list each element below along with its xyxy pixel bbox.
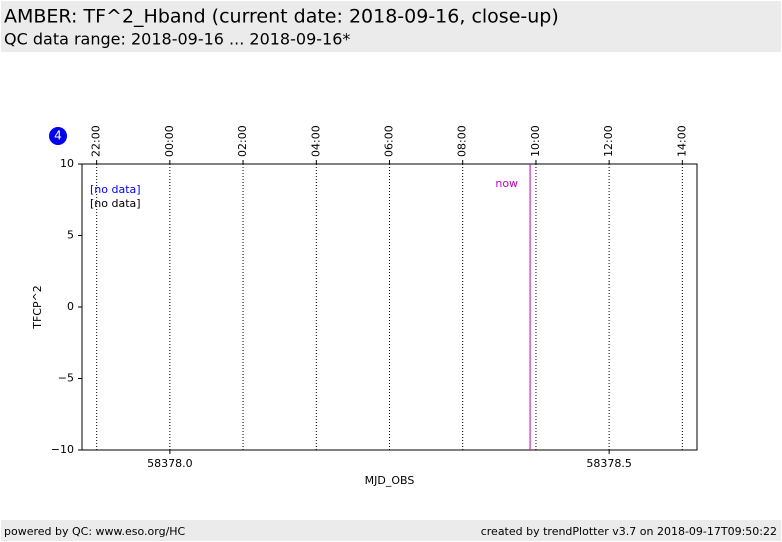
x-tick-label: 58378.5 (586, 457, 632, 470)
annotation: [no data] (90, 197, 141, 210)
x2-tick-label: 08:00 (456, 125, 469, 157)
x-tick-label: 58378.0 (147, 457, 193, 470)
x2-tick-label: 06:00 (383, 125, 396, 157)
footer-right: created by trendPlotter v3.7 on 2018-09-… (481, 525, 777, 538)
y-axis-label: TFCP^2 (31, 285, 44, 330)
header-band (1, 1, 781, 52)
y-tick-label: −10 (51, 443, 74, 456)
x2-tick-label: 10:00 (529, 125, 542, 157)
x-axis-label: MJD_OBS (365, 474, 415, 487)
footer-left: powered by QC: www.eso.org/HC (4, 525, 186, 538)
now-label: now (495, 177, 518, 190)
badge-circle (49, 127, 67, 145)
title: AMBER: TF^2_Hband (current date: 2018-09… (4, 6, 559, 28)
x2-tick-label: 00:00 (163, 125, 176, 157)
x2-tick-label: 02:00 (236, 125, 249, 157)
y-tick-label: 0 (67, 300, 74, 313)
annotation: [no data] (90, 183, 141, 196)
badge: 4 (54, 129, 62, 143)
y-tick-label: 10 (60, 157, 74, 170)
y-tick-label: −5 (58, 372, 74, 385)
x2-tick-label: 22:00 (90, 125, 103, 157)
x2-tick-label: 12:00 (602, 125, 615, 157)
y-tick-label: 5 (67, 229, 74, 242)
x2-tick-label: 04:00 (309, 125, 322, 157)
x2-tick-label: 14:00 (675, 125, 688, 157)
footer-band (1, 520, 781, 541)
subtitle: QC data range: 2018-09-16 ... 2018-09-16… (4, 30, 350, 49)
